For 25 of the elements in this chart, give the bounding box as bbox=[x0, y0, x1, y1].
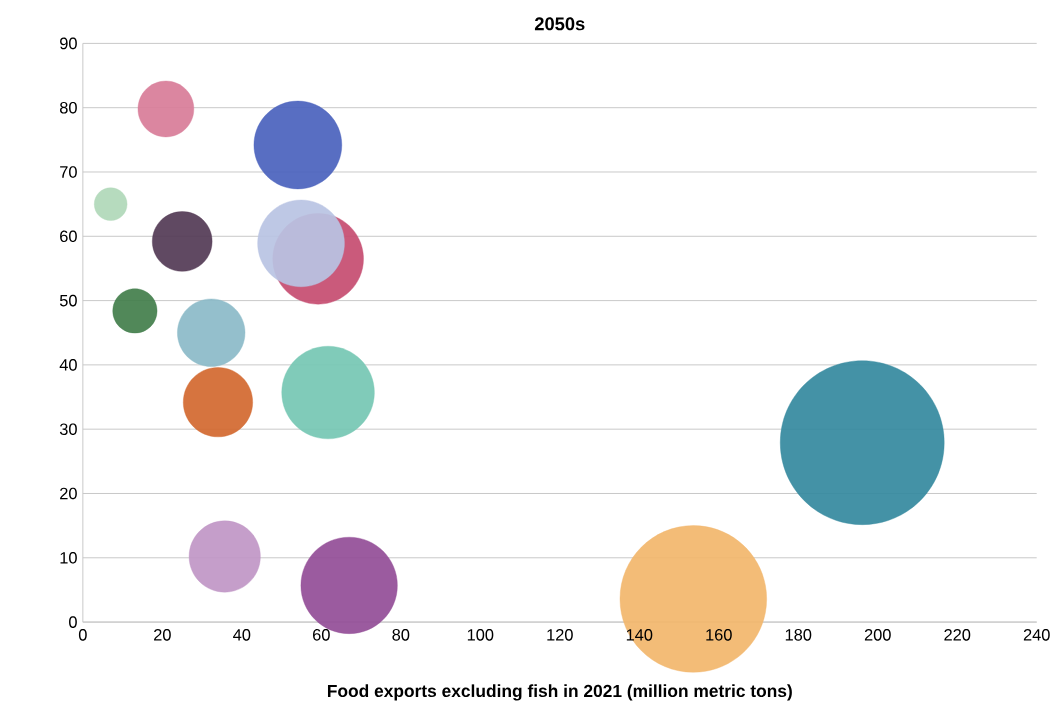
y-tick-label: 30 bbox=[59, 423, 77, 436]
x-tick-label: 100 bbox=[467, 629, 494, 641]
y-tick-label: 60 bbox=[60, 230, 77, 243]
x-tick-label: 240 bbox=[1023, 629, 1050, 641]
y-tick-label: 10 bbox=[60, 551, 77, 564]
x-tick-label: 80 bbox=[392, 629, 410, 641]
y-tick-label: 0 bbox=[69, 616, 77, 628]
x-tick-label: 20 bbox=[154, 629, 171, 641]
x-tick-label: 200 bbox=[864, 629, 891, 641]
y-tick-label: 70 bbox=[60, 166, 77, 178]
y-tick-label: 50 bbox=[59, 294, 77, 307]
y-tick-label: 20 bbox=[60, 487, 77, 500]
x-axis-title: Food exports excluding fish in 2021 (million metric tons) bbox=[327, 684, 792, 701]
x-tick-label: 160 bbox=[706, 629, 732, 641]
x-tick-label: 0 bbox=[78, 629, 87, 641]
x-tick-label: 40 bbox=[233, 629, 251, 641]
y-tick-label: 90 bbox=[60, 37, 77, 50]
x-tick-label: 180 bbox=[785, 629, 812, 641]
x-tick-label: 220 bbox=[944, 629, 971, 641]
chart-title: 2050s bbox=[534, 17, 585, 31]
y-tick-label: 80 bbox=[59, 101, 77, 114]
x-tick-label: 120 bbox=[547, 629, 573, 641]
x-tick-label: 140 bbox=[626, 629, 653, 641]
y-tick-label: 40 bbox=[59, 359, 77, 371]
x-tick-label: 60 bbox=[313, 629, 330, 641]
